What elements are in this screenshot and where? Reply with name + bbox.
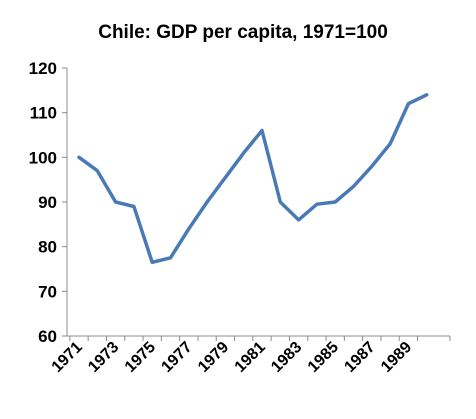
y-tick-label: 70 bbox=[38, 282, 57, 301]
y-tick-label: 80 bbox=[38, 238, 57, 257]
x-tick-label: 1979 bbox=[195, 339, 232, 376]
x-tick-label: 1977 bbox=[158, 339, 195, 376]
x-tick-label: 1985 bbox=[305, 339, 342, 376]
x-tick-label: 1983 bbox=[268, 339, 305, 376]
series-group bbox=[77, 93, 429, 265]
x-tick-group: 1971 1973 1975 1977 1979 1981 1983 1985 1987 1989 bbox=[49, 336, 451, 376]
chart-title: Chile: GDP per capita, 1971=100 bbox=[98, 22, 388, 43]
y-tick-group: 60 70 80 90 100 110 120 bbox=[29, 59, 67, 346]
y-tick-label: 120 bbox=[29, 59, 57, 78]
x-tick-label: 1981 bbox=[232, 339, 269, 376]
y-tick-label: 60 bbox=[38, 327, 57, 346]
x-tick-label: 1989 bbox=[378, 339, 415, 376]
y-tick-label: 90 bbox=[38, 193, 57, 212]
y-tick-label: 110 bbox=[30, 104, 57, 123]
y-tick-label: 100 bbox=[29, 148, 57, 167]
x-tick-label: 1987 bbox=[341, 339, 378, 376]
axes bbox=[66, 68, 450, 337]
x-tick-label: 1973 bbox=[85, 339, 122, 376]
x-tick-label: 1975 bbox=[122, 339, 159, 376]
series-line bbox=[77, 93, 429, 265]
